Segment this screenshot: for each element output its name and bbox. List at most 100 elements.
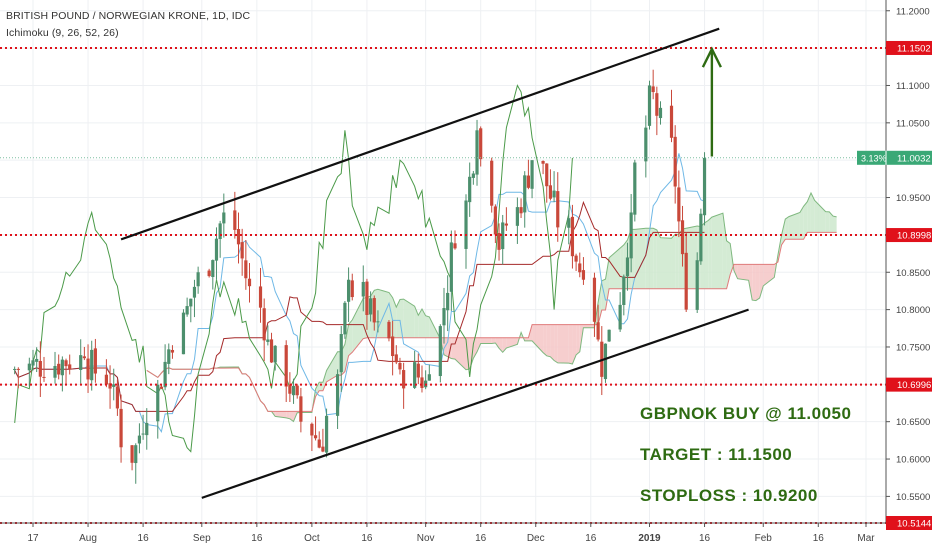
level-price-label: 10.5144: [897, 519, 931, 530]
candle-bullish: [266, 339, 270, 342]
cloud-segment-bullish: [671, 234, 676, 289]
cloud-segment-bullish: [601, 279, 606, 310]
cloud-segment-bearish: [583, 324, 595, 328]
x-tick-label: 16: [361, 533, 373, 544]
candle-bullish: [438, 326, 442, 377]
candle-bearish: [82, 356, 86, 359]
candle-bullish: [137, 435, 142, 444]
candle-bullish: [218, 223, 222, 240]
candle-bullish: [167, 349, 171, 364]
cloud-segment-bearish: [568, 324, 573, 364]
candle-bearish: [497, 233, 501, 250]
candle-bullish: [523, 175, 527, 213]
candle-bearish: [581, 270, 586, 280]
candle-bullish: [603, 343, 608, 380]
candle-bullish: [35, 358, 39, 362]
cloud-segment-bearish: [550, 324, 555, 361]
candle-bearish: [479, 128, 483, 160]
target-annotation: TARGET : 11.1500: [640, 445, 793, 464]
cloud-segment-bullish: [799, 206, 804, 240]
candle-bullish: [185, 306, 189, 315]
kijun-sen-line: [14, 200, 705, 412]
cloud-segment-bullish: [814, 200, 826, 233]
candle-bearish: [391, 336, 395, 357]
candle-bearish: [574, 255, 578, 262]
y-tick-label: 10.6000: [896, 455, 930, 466]
candle-bearish: [669, 105, 674, 138]
candle-bullish: [141, 433, 145, 435]
candle-bullish: [346, 279, 351, 302]
candle-bullish: [112, 384, 116, 387]
cloud-segment-bullish: [392, 297, 397, 338]
candle-bearish: [394, 354, 398, 363]
candle-bullish: [145, 422, 149, 436]
candle-bearish: [38, 360, 42, 377]
candle-bearish: [68, 364, 72, 370]
y-tick-label: 10.7500: [896, 342, 930, 353]
candle-bearish: [651, 86, 655, 93]
x-tick-label: 2019: [638, 533, 661, 544]
candle-bullish: [273, 345, 277, 363]
cloud-segment-bullish: [421, 308, 426, 338]
cloud-segment-bullish: [653, 228, 657, 289]
x-tick-label: Mar: [857, 533, 875, 544]
cloud-segment-bullish: [660, 237, 672, 289]
cloud-segment-bullish: [403, 299, 415, 338]
cloud-segment-bearish: [469, 337, 474, 370]
candle-bearish: [556, 191, 560, 228]
candle-bullish: [376, 321, 380, 323]
cloud-segment-bearish: [752, 264, 756, 301]
candle-bearish: [416, 363, 420, 378]
candle-bearish: [684, 252, 688, 310]
candle-bullish: [31, 360, 35, 366]
candle-bullish: [291, 385, 296, 396]
cloud-segment-bullish: [344, 324, 349, 372]
cloud-segment-bullish: [810, 192, 815, 233]
cloud-segment-bearish: [763, 264, 775, 286]
level-price-label: 10.8998: [897, 231, 931, 242]
candle-bullish: [361, 281, 365, 297]
candle-bullish: [214, 238, 219, 261]
candle-bullish: [163, 361, 167, 388]
candle-bullish: [60, 359, 64, 376]
candle-bullish: [501, 222, 505, 250]
cloud-segment-bullish: [722, 213, 727, 289]
candle-bearish: [247, 278, 252, 287]
candle-bearish: [284, 345, 288, 387]
cloud-segment-bullish: [825, 211, 830, 233]
y-tick-label: 10.8000: [896, 305, 930, 316]
candle-bullish: [335, 374, 340, 416]
candle-bullish: [644, 127, 648, 162]
cloud-segment-bullish: [656, 229, 661, 289]
candle-bearish: [578, 263, 582, 273]
level-price-badge: [886, 40, 932, 55]
level-price-badge: [886, 377, 932, 392]
candle-bearish: [398, 362, 402, 370]
candle-bullish: [607, 329, 611, 342]
candle-bearish: [680, 220, 685, 255]
candle-bullish: [633, 162, 637, 215]
last-price-badge: [857, 150, 932, 165]
cloud-segment-bearish: [451, 337, 456, 360]
cloud-segment-bullish: [598, 280, 602, 325]
level-price-badge: [886, 228, 932, 243]
cloud-segment-bullish: [623, 239, 628, 289]
candle-bearish: [365, 281, 369, 315]
candle-bearish: [236, 229, 241, 245]
candle-bullish: [181, 312, 186, 355]
candle-bearish: [119, 408, 123, 448]
candle-bullish: [79, 355, 83, 370]
candle-bearish: [321, 446, 325, 452]
cloud-segment-bullish: [322, 370, 327, 391]
candle-bearish: [310, 423, 314, 436]
cloud-segment-bullish: [649, 228, 654, 289]
cloud-segment-bearish: [546, 324, 551, 357]
cloud-segment-bearish: [755, 264, 760, 301]
candle-bearish: [86, 358, 90, 380]
cloud-segment-bearish: [491, 337, 496, 344]
candle-bearish: [548, 185, 553, 199]
candle-bearish: [596, 322, 600, 340]
cloud-segment-bearish: [733, 264, 738, 279]
